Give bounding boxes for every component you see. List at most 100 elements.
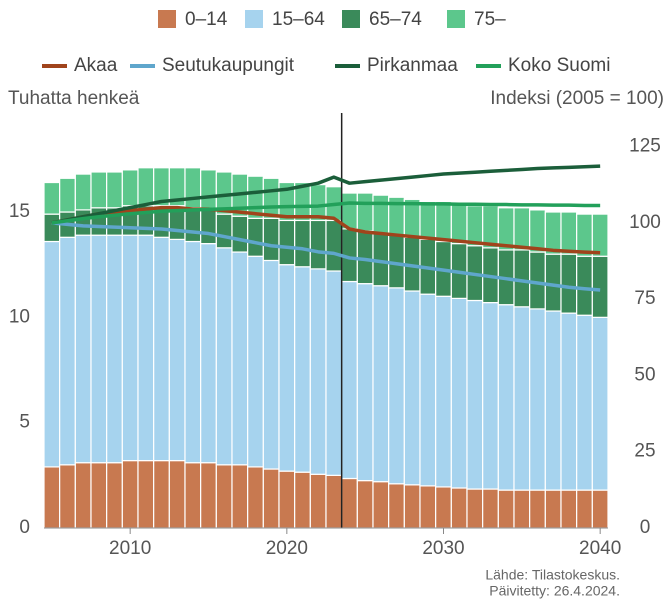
x-tick-label: 2010	[109, 538, 151, 559]
bar-segment	[591, 489, 609, 529]
bar-segment	[121, 459, 139, 529]
legend-swatch	[447, 10, 465, 28]
x-tick-label: 2020	[266, 538, 308, 559]
bar-segment	[43, 240, 61, 468]
bar-segment	[90, 171, 108, 209]
bar-segment	[231, 464, 249, 529]
bar-segment	[450, 202, 468, 245]
bar-segment	[43, 213, 61, 243]
bar-segment	[341, 280, 358, 480]
bar-segment	[90, 234, 108, 464]
x-tick-label: 2040	[579, 538, 621, 559]
line	[51, 205, 601, 255]
y2-tick-label: 125	[629, 136, 661, 157]
bar-segment	[544, 489, 562, 529]
y2-tick-label: 50	[634, 364, 655, 385]
bar-segment	[231, 215, 249, 253]
bar-segment	[137, 234, 155, 462]
bar-segment	[153, 459, 170, 529]
bar-segment	[262, 217, 280, 262]
y-tick-label: 5	[19, 412, 30, 433]
bar-segment	[74, 462, 92, 529]
bar-segment	[309, 268, 327, 475]
y2-tick-label: 25	[634, 441, 655, 462]
bar-segment	[184, 462, 202, 529]
bar-segment	[591, 316, 609, 491]
bar-segment	[184, 240, 202, 464]
bar-segment	[309, 473, 327, 529]
bar-segment	[435, 486, 452, 529]
bar-segment	[184, 167, 202, 209]
bar-segment	[278, 219, 296, 266]
legend-swatch	[342, 10, 360, 28]
y2-tick-label: 0	[640, 517, 651, 538]
bar-segment	[450, 297, 468, 489]
bar-segment	[262, 468, 280, 529]
bar-segment	[372, 285, 390, 483]
bar-segment	[200, 243, 217, 464]
bar-segment	[262, 177, 280, 219]
bar-segment	[200, 209, 217, 245]
bar-segment	[153, 236, 170, 462]
bar-segment	[74, 234, 92, 464]
bar-segment	[278, 470, 296, 529]
bar-segment	[466, 205, 484, 247]
bar-segment	[74, 209, 92, 236]
legend-label: 15–64	[272, 9, 325, 30]
bar-segment	[403, 290, 421, 486]
bar-segment	[247, 217, 264, 257]
bar-segment	[184, 207, 202, 243]
bar-segment	[247, 255, 264, 468]
bar-segment	[466, 488, 484, 529]
line	[51, 221, 601, 292]
bar-segment	[356, 480, 374, 529]
bar-segment	[403, 484, 421, 529]
bar-segment	[513, 306, 531, 491]
bar-segment	[215, 247, 233, 466]
bar-segment	[497, 304, 515, 491]
bar-segment	[576, 489, 593, 529]
bar-segment	[560, 312, 578, 491]
legend-label: Pirkanmaa	[367, 55, 458, 76]
bar-segment	[544, 310, 562, 491]
bar-segment	[419, 200, 437, 240]
bar-segment	[482, 301, 499, 490]
bar-segment	[560, 489, 578, 529]
y-tick-label: 10	[9, 306, 30, 327]
bar-segment	[497, 489, 515, 529]
bar-segment	[200, 169, 217, 211]
bar-segment	[121, 169, 139, 207]
bar-segment	[325, 270, 343, 476]
bar-segment	[356, 192, 374, 232]
bar-segment	[591, 213, 609, 257]
bar-segment	[325, 219, 343, 272]
bar-segment	[168, 238, 186, 462]
bar-segment	[529, 308, 546, 491]
bar-segment	[294, 471, 311, 529]
bar-segment	[43, 181, 61, 215]
bar-segment	[544, 253, 562, 312]
bar-segment	[529, 209, 546, 253]
legend-label: Seutukaupungit	[162, 55, 295, 76]
bar-segment	[325, 474, 343, 529]
y-tick-label: 15	[9, 201, 30, 222]
legend-swatch	[245, 10, 263, 28]
bar-segment	[560, 211, 578, 255]
bar-segment	[168, 459, 186, 529]
bar-segment	[90, 462, 108, 529]
legend-label: Akaa	[74, 55, 118, 76]
bar-segment	[513, 489, 531, 529]
bar-segment	[372, 481, 390, 529]
legend-swatch	[158, 10, 176, 28]
bar-segment	[43, 466, 61, 529]
legend-label: Koko Suomi	[508, 55, 610, 76]
bar-segment	[544, 211, 562, 255]
bar-segment	[388, 287, 405, 485]
bar-segment	[278, 264, 296, 472]
bar-segment	[388, 483, 405, 529]
bar-segment	[106, 234, 123, 464]
y2-axis-title: Indeksi (2005 = 100)	[490, 88, 664, 109]
y-axis-title: Tuhatta henkeä	[8, 88, 140, 109]
bar-segment	[482, 205, 499, 249]
